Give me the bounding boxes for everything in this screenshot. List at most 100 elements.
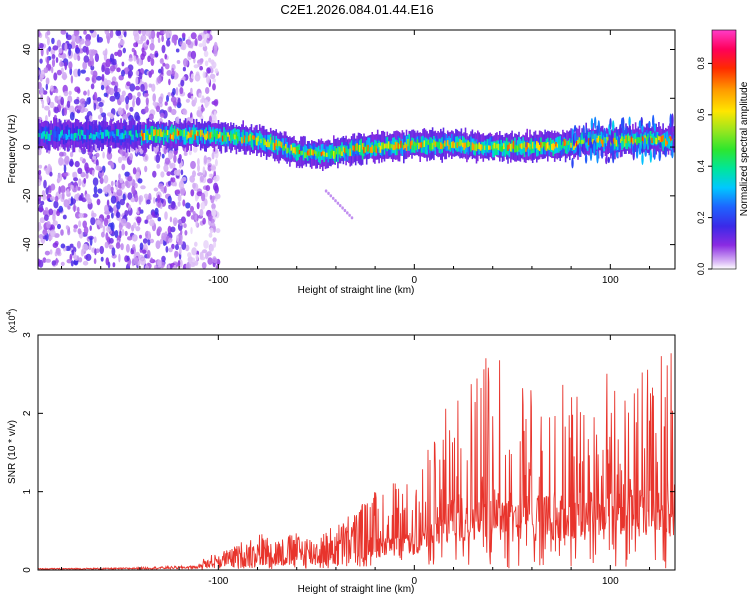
spectrogram-cell [653, 148, 656, 160]
spectrogram-cell [194, 127, 196, 139]
spectrogram-cell [187, 252, 192, 258]
spectrogram-cell [156, 129, 158, 138]
spectrogram-cell [156, 31, 160, 39]
spectrogram-cell [261, 135, 264, 150]
spectrogram-cell [52, 242, 58, 248]
spectrogram-cell [65, 245, 71, 251]
spectrogram-cell [625, 135, 627, 144]
spectrogram-cell [175, 87, 179, 96]
spectrogram-cell [80, 69, 87, 74]
spectrogram-cell [326, 146, 328, 159]
spectrogram-cell [125, 102, 129, 110]
spectrogram-cell [106, 129, 109, 136]
spectrogram-cell [191, 247, 197, 256]
spectrogram-cell [477, 144, 479, 149]
spectrogram-cell [280, 142, 283, 148]
spectrogram-cell [596, 125, 599, 136]
spectrogram-cell [99, 107, 103, 114]
spectrogram-cell [256, 137, 258, 146]
spectrogram-cell [140, 53, 145, 60]
spectrogram-cell [150, 58, 155, 66]
spectrogram-cell [478, 142, 480, 150]
spectrogram-cell [241, 137, 243, 144]
spectrogram-cell [168, 237, 173, 243]
spectrogram-cell [488, 145, 490, 150]
spectrogram-cell [39, 130, 41, 135]
spectrogram-cell [585, 127, 588, 137]
spectrogram-cell [298, 150, 301, 154]
spectrogram-cell [212, 148, 219, 154]
spectrogram-cell [664, 146, 667, 158]
spectrogram-cell [614, 137, 616, 145]
spectrogram-cell [85, 46, 89, 56]
spectrogram-cell [227, 132, 229, 137]
spectrogram-cell [45, 207, 49, 212]
spectrogram-cell [261, 137, 264, 143]
spectrogram-cell [649, 149, 652, 163]
spectrogram-cell [171, 243, 175, 250]
spectrogram-cell [116, 189, 123, 197]
spectrogram-cell [376, 143, 379, 149]
spectrogram-cell [594, 133, 597, 142]
spectrogram-cell [177, 240, 184, 246]
spectrogram-cell [110, 129, 113, 143]
spectrogram-cell [48, 46, 52, 52]
spectrogram-cell [169, 133, 172, 140]
spectrogram-y-tick-label: 20 [22, 92, 33, 104]
spectrogram-cell [176, 128, 179, 137]
spectrogram-cell [194, 134, 196, 140]
spectrogram-cell [164, 53, 167, 60]
spectrogram-cell [306, 150, 309, 156]
spectrogram-cell [54, 106, 59, 114]
spectrogram-cell [179, 87, 184, 95]
spectrogram-cell [383, 143, 386, 155]
spectrogram-cell [481, 144, 483, 150]
colorbar-gradient [711, 29, 737, 270]
spectrogram-cell [483, 145, 486, 150]
spectrogram-cell [79, 128, 81, 141]
spectrogram-cell [542, 141, 545, 147]
spectrogram-cell [196, 109, 203, 118]
spectrogram-cell [346, 148, 349, 156]
spectrogram-cell [626, 136, 629, 143]
spectrogram-cell [101, 231, 105, 238]
spectrogram-cell [537, 142, 539, 150]
spectrogram-cell [38, 225, 43, 230]
spectrogram-cell [230, 133, 232, 139]
spectrogram-cell [621, 136, 623, 141]
spectrogram-cell [413, 141, 416, 147]
spectrogram-cell [338, 204, 342, 208]
spectrogram-cell [157, 194, 161, 203]
spectrogram-cell [40, 237, 43, 243]
spectrogram-cell [129, 129, 132, 145]
spectrogram-cell [78, 38, 85, 45]
spectrogram-cell [100, 256, 104, 262]
spectrogram-cell [112, 130, 114, 143]
spectrogram-cell [68, 90, 72, 96]
spectrogram-cell [331, 149, 334, 156]
spectrogram-cell [194, 241, 198, 247]
spectrogram-cell [336, 201, 340, 205]
spectrogram-cell [206, 67, 211, 74]
spectrogram-cell [553, 144, 556, 149]
spectrogram-cell [214, 68, 219, 74]
spectrogram-cell [201, 262, 207, 269]
spectrogram-cell [184, 230, 188, 236]
spectrogram-cell [63, 107, 68, 116]
spectrogram-cell [111, 212, 114, 219]
spectrogram-cell [126, 255, 130, 261]
spectrogram-cell [430, 143, 432, 151]
spectrogram-cell [135, 226, 141, 232]
spectrogram-cell [203, 240, 209, 249]
spectrogram-cell [125, 131, 128, 139]
spectrogram-cell [73, 255, 80, 261]
spectrogram-cell [610, 140, 612, 145]
spectrogram-cell [316, 153, 319, 159]
spectrogram-cell [185, 98, 190, 103]
spectrogram-cell [177, 201, 181, 207]
spectrogram-cell [381, 142, 383, 150]
spectrogram-cell [55, 247, 61, 255]
spectrogram-cell [83, 30, 87, 35]
spectrogram-cell [489, 145, 491, 150]
spectrogram-cell [327, 191, 330, 195]
